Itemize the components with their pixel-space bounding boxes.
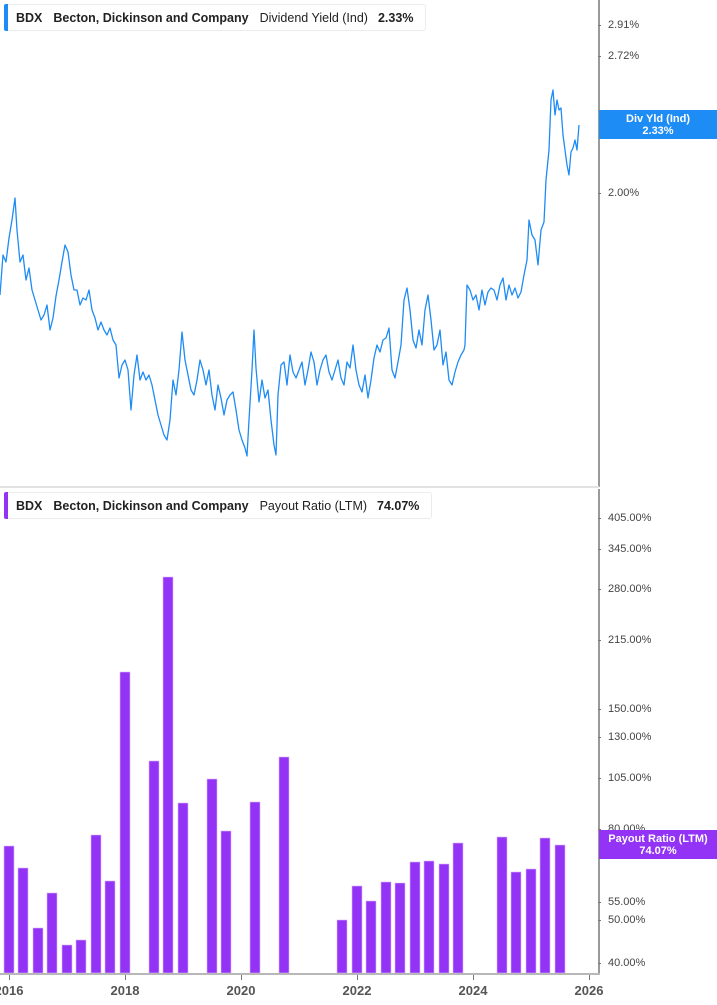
x-label: 2018 — [110, 983, 140, 998]
legend-ticker: BDX — [16, 498, 43, 513]
y-tick: 40.00% — [597, 957, 645, 969]
tag-value: 2.33% — [642, 125, 674, 137]
dividend-yield-line-chart — [0, 89, 580, 457]
legend-value: 2.33% — [377, 10, 414, 25]
y-tick: 2.00% — [597, 187, 639, 199]
y-axis-line — [598, 489, 600, 973]
panel-divider[interactable] — [0, 486, 599, 488]
x-label: 2022 — [342, 983, 372, 998]
y-tick: 280.00% — [597, 583, 651, 595]
x-label: 2026 — [574, 983, 604, 998]
x-label: 2016 — [0, 983, 24, 998]
y-tick: 2.91% — [597, 19, 639, 31]
y-tick: 405.00% — [597, 512, 651, 524]
payout-ratio-bar-chart — [3, 576, 566, 974]
tag-label: Payout Ratio (LTM) — [608, 833, 708, 845]
legend-metric: Payout Ratio (LTM) — [259, 498, 368, 513]
series-color-swatch — [4, 492, 8, 519]
legend-ticker: BDX — [16, 10, 43, 25]
payout-ratio-legend: BDX Becton, Dickinson and Company Payout… — [4, 492, 433, 519]
y-tick: 345.00% — [597, 543, 651, 555]
y-axis-line — [598, 0, 600, 487]
x-tick — [125, 975, 126, 980]
y-tick: 150.00% — [597, 703, 651, 715]
y-tick: 50.00% — [597, 914, 645, 926]
series-color-swatch — [4, 4, 8, 31]
tag-label: Div Yld (Ind) — [626, 113, 690, 125]
y-tick: 105.00% — [597, 772, 651, 784]
dividend-yield-panel: BDX Becton, Dickinson and Company Divide… — [0, 0, 717, 487]
payout-ratio-panel: BDX Becton, Dickinson and Company Payout… — [0, 489, 717, 974]
tag-value: 74.07% — [639, 845, 677, 857]
x-label: 2020 — [226, 983, 256, 998]
current-value-tag: Div Yld (Ind) 2.33% — [599, 110, 717, 139]
x-label: 2024 — [458, 983, 488, 998]
legend-company: Becton, Dickinson and Company — [53, 10, 249, 25]
current-value-tag: Payout Ratio (LTM) 74.07% — [599, 830, 717, 859]
x-axis-line — [0, 973, 600, 975]
dividend-yield-legend: BDX Becton, Dickinson and Company Divide… — [4, 4, 427, 31]
legend-value: 74.07% — [377, 498, 420, 513]
x-tick — [9, 975, 10, 980]
x-tick — [473, 975, 474, 980]
legend-metric: Dividend Yield (Ind) — [259, 10, 368, 25]
legend-company: Becton, Dickinson and Company — [53, 498, 249, 513]
y-tick: 130.00% — [597, 731, 651, 743]
x-tick — [241, 975, 242, 980]
y-tick: 2.72% — [597, 50, 639, 62]
y-tick: 215.00% — [597, 634, 651, 646]
y-tick: 55.00% — [597, 896, 645, 908]
x-tick — [589, 975, 590, 980]
x-tick — [357, 975, 358, 980]
